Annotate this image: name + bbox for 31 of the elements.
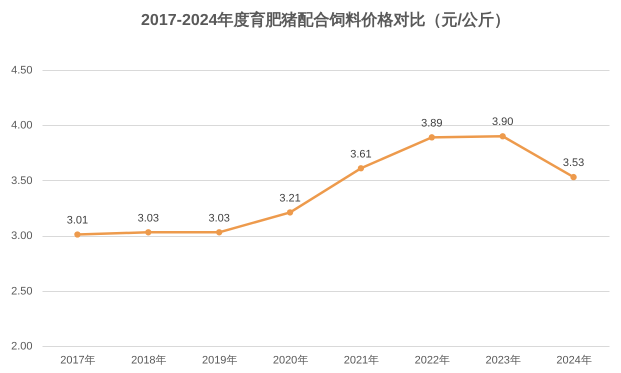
point xyxy=(428,134,435,140)
x-tick-label: 2024年 xyxy=(556,354,592,366)
point xyxy=(500,133,506,140)
x-tick-label: 2017年 xyxy=(60,354,96,366)
point xyxy=(358,165,364,172)
y-tick-label: 3.50 xyxy=(11,174,32,187)
text: 3.01 xyxy=(66,214,88,226)
chart-title: 2017-2024年度育肥猪配合饲料价格对比（元/公斤） xyxy=(141,10,510,29)
text: 3.90 xyxy=(492,116,514,128)
x-tick-label: 2021年 xyxy=(344,354,380,366)
point xyxy=(570,174,577,180)
point xyxy=(286,209,294,216)
text: 3.03 xyxy=(138,212,160,224)
text: 3.61 xyxy=(350,148,372,160)
text: 3.53 xyxy=(562,157,584,170)
y-tick-label: 4.00 xyxy=(11,120,32,132)
x-tick-label: 2018年 xyxy=(131,354,167,366)
text: 3.89 xyxy=(421,117,443,130)
x-tick-label: 2020年 xyxy=(272,354,308,366)
x-tick-label: 2019年 xyxy=(202,354,238,366)
point xyxy=(74,231,81,238)
point xyxy=(145,229,152,236)
y-tick-label: 4.50 xyxy=(11,64,32,76)
x-tick-label: 2022年 xyxy=(414,354,450,366)
y-tick-label: 2.00 xyxy=(11,340,32,352)
y-tick-label: 2.50 xyxy=(11,285,32,298)
x-tick-label: 2023年 xyxy=(485,354,521,366)
text: 3.03 xyxy=(208,212,230,224)
text: 3.21 xyxy=(279,192,301,204)
point xyxy=(216,229,222,236)
y-tick-label: 3.00 xyxy=(11,230,32,242)
